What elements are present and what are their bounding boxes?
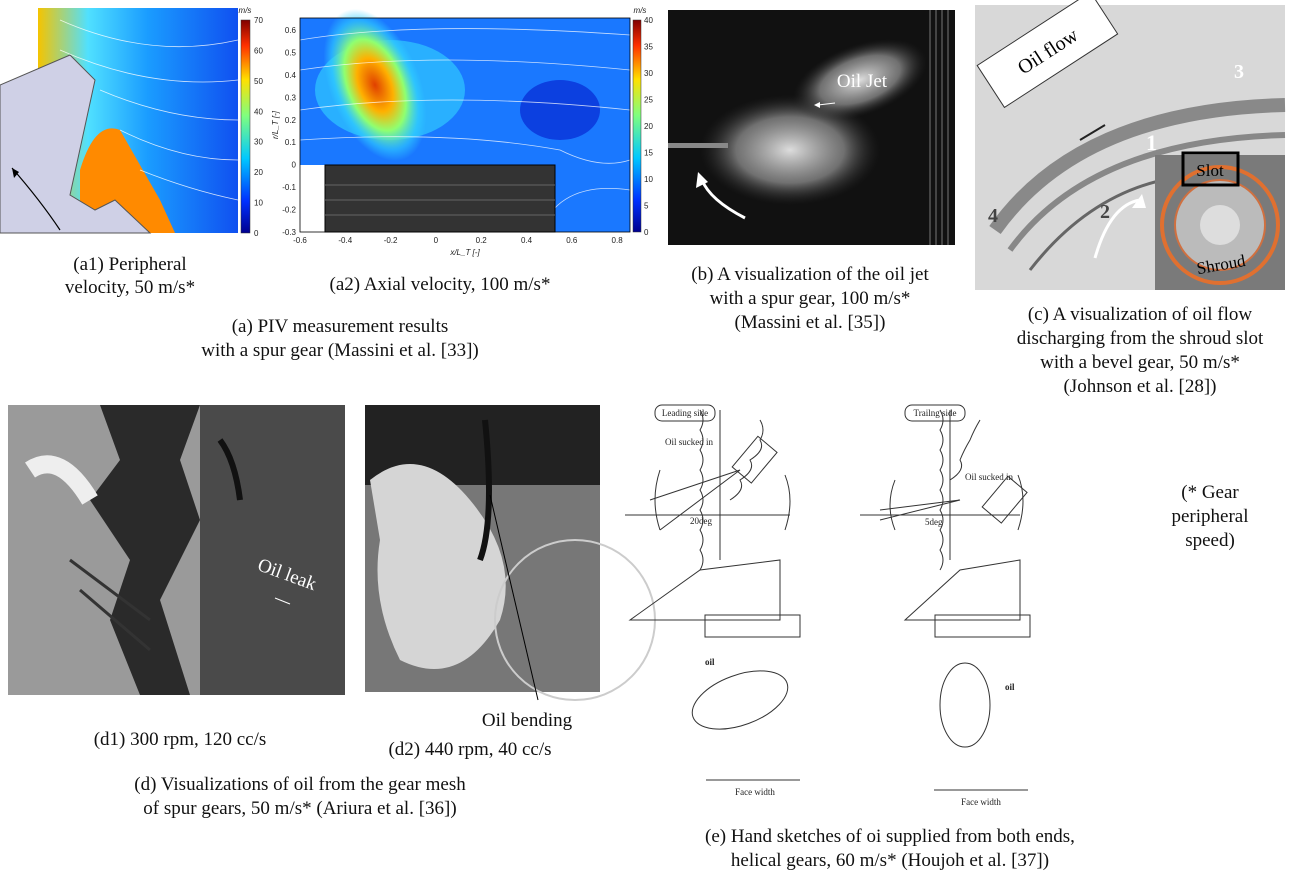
tick-label: 0 — [644, 228, 649, 237]
tick-label: 0.2 — [285, 116, 297, 125]
colorbar-unit: m/s — [634, 6, 647, 15]
annotation: 5deg — [925, 517, 943, 527]
annotation: 3 — [1234, 61, 1244, 83]
annotation: Face width — [961, 797, 1001, 807]
caption: (d1) 300 rpm, 120 cc/s — [94, 729, 267, 750]
annotation: 1 — [1146, 130, 1157, 155]
tick-label: 0.3 — [285, 93, 297, 102]
caption: (d) Visualizations of oil from the gear … — [134, 774, 466, 819]
figure: m/s 706050403020100 m/s x/L_T [-] r/L_T … — [0, 0, 1304, 874]
tick-label: 30 — [254, 138, 263, 147]
tick-label: -0.6 — [293, 236, 307, 245]
tick-label: 60 — [254, 46, 263, 55]
annotation: oil — [705, 657, 715, 667]
tick-label: 0.1 — [285, 138, 297, 147]
tick-label: 40 — [254, 107, 263, 116]
tick-label: 0.6 — [285, 26, 297, 35]
annotation: Oil sucked in — [665, 437, 713, 447]
image-b — [668, 10, 955, 245]
tick-label: 20 — [254, 168, 263, 177]
image-d1 — [8, 405, 345, 695]
annotation: Slot — [1196, 161, 1224, 180]
caption: (a2) Axial velocity, 100 m/s* — [330, 274, 551, 295]
x-axis-label: x/L_T [-] — [449, 248, 480, 257]
tick-label: 70 — [254, 16, 263, 25]
tick-label: -0.2 — [384, 236, 398, 245]
tick-label: -0.4 — [338, 236, 352, 245]
annotation: Face width — [735, 787, 775, 797]
tick-label: 50 — [254, 77, 263, 86]
tick-label: 0.4 — [285, 71, 297, 80]
tick-label: 15 — [644, 149, 653, 158]
annotation: Oil sucked in — [965, 472, 1013, 482]
annotation: 4 — [988, 205, 998, 227]
annotation: Oil bending — [482, 710, 573, 731]
annotation: 2 — [1100, 201, 1110, 223]
tick-label: 0.5 — [285, 48, 297, 57]
y-axis-label: r/L_T [-] — [271, 110, 280, 139]
tick-label: 0.4 — [521, 236, 533, 245]
tick-label: 10 — [254, 199, 263, 208]
tick-label: 20 — [644, 122, 653, 131]
tick-label: 0 — [434, 236, 439, 245]
annotation: 20deg — [690, 516, 712, 526]
tick-label: 0 — [292, 161, 297, 170]
tick-label: 0.8 — [612, 236, 624, 245]
tick-label: 25 — [644, 96, 653, 105]
sketch-title: Trailng side — [914, 408, 957, 418]
sketch-title: Leading side — [662, 408, 708, 418]
tick-label: -0.1 — [282, 183, 296, 192]
image-c — [975, 0, 1285, 290]
annotation: oil — [1005, 682, 1015, 692]
caption: (d2) 440 rpm, 40 cc/s — [388, 739, 551, 760]
tick-label: 0 — [254, 229, 259, 238]
colorbar-unit: m/s — [239, 6, 252, 15]
tick-label: 0.6 — [566, 236, 578, 245]
tick-label: 5 — [644, 202, 649, 211]
tick-label: -0.2 — [282, 206, 296, 215]
tick-label: 10 — [644, 175, 653, 184]
image-e — [625, 410, 1030, 790]
annotation: Oil Jet — [837, 71, 888, 92]
image-a2 — [300, 0, 641, 232]
tick-label: 0.2 — [476, 236, 488, 245]
caption: (e) Hand sketches of oi supplied from bo… — [705, 826, 1075, 871]
image-a1 — [0, 8, 250, 233]
tick-label: 40 — [644, 16, 653, 25]
tick-label: 35 — [644, 43, 653, 52]
tick-label: 30 — [644, 69, 653, 78]
image-d2 — [365, 405, 655, 700]
